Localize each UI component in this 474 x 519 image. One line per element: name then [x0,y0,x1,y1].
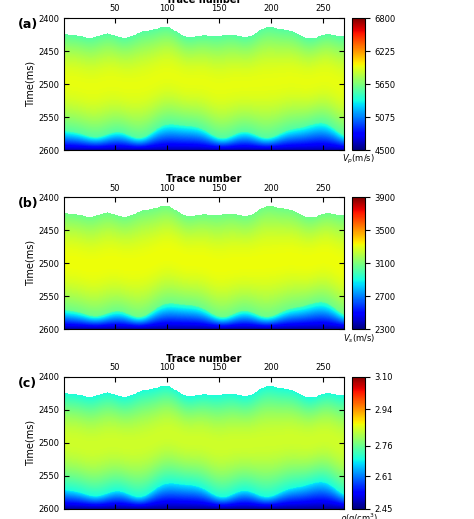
Y-axis label: Time(ms): Time(ms) [25,61,35,107]
X-axis label: $\rho$(g/cm$^3$): $\rho$(g/cm$^3$) [340,511,378,519]
X-axis label: $V_p$(m/s): $V_p$(m/s) [342,153,375,166]
X-axis label: Trace number: Trace number [166,174,241,184]
Y-axis label: Time(ms): Time(ms) [25,240,35,286]
X-axis label: Trace number: Trace number [166,0,241,5]
X-axis label: $V_s$(m/s): $V_s$(m/s) [343,332,375,345]
Text: (b): (b) [18,197,38,211]
Y-axis label: Time(ms): Time(ms) [25,420,35,466]
Text: (c): (c) [18,377,37,390]
X-axis label: Trace number: Trace number [166,353,241,363]
Text: (a): (a) [18,18,38,31]
